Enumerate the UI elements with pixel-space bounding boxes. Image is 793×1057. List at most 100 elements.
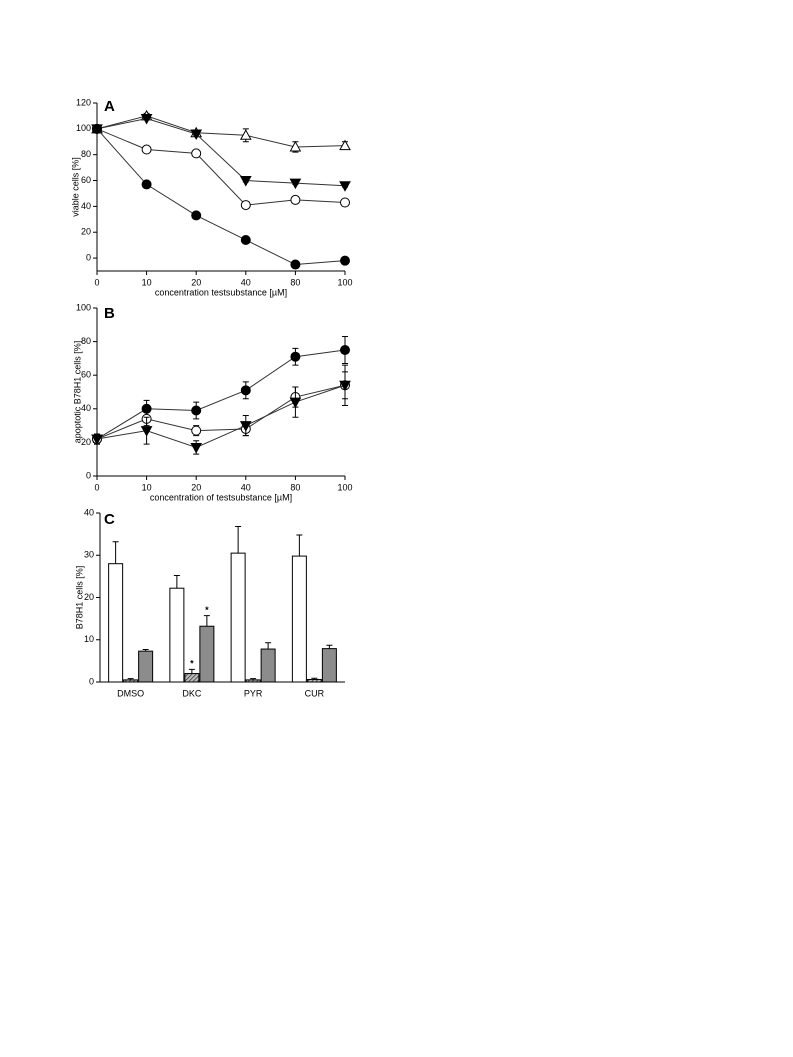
- x-tick-label: 10: [142, 277, 152, 287]
- marker: [339, 380, 351, 392]
- panel-label: A: [104, 98, 115, 115]
- marker: [190, 129, 203, 141]
- series-line: [96, 384, 346, 448]
- marker: [289, 178, 302, 190]
- error-bar: [265, 642, 272, 650]
- marker: [191, 405, 202, 416]
- bar: [199, 625, 215, 683]
- marker: [240, 200, 251, 211]
- y-tick-label: 0: [89, 676, 94, 686]
- significance-mark: *: [190, 659, 194, 669]
- series-line: [96, 384, 346, 440]
- bar: [321, 648, 337, 683]
- y-tick-label: 30: [84, 550, 94, 560]
- bar: [291, 555, 307, 683]
- y-tick-label: 60: [81, 370, 91, 380]
- error-bar: [112, 541, 119, 564]
- x-tick-label: 40: [241, 482, 251, 492]
- bar: [123, 679, 139, 683]
- y-tick-label: 80: [81, 336, 91, 346]
- error-bar: [173, 575, 180, 589]
- marker: [339, 139, 351, 151]
- y-tick-label: 0: [86, 470, 91, 480]
- y-tick-label: 100: [76, 302, 91, 312]
- bar: [260, 648, 276, 683]
- y-tick-label: 0: [86, 252, 91, 262]
- x-tick-label: 20: [191, 277, 201, 287]
- error-bar: [235, 526, 242, 554]
- marker: [140, 426, 153, 437]
- x-tick-label: CUR: [305, 688, 325, 698]
- x-tick-label: 20: [191, 482, 201, 492]
- marker: [191, 210, 202, 221]
- x-tick-label: 100: [337, 277, 352, 287]
- marker: [340, 345, 350, 355]
- marker: [340, 255, 350, 266]
- series-line: [96, 128, 346, 206]
- marker: [190, 442, 203, 454]
- y-axis-label: apoptotic B78H1 cells [%]: [72, 341, 82, 444]
- marker: [239, 421, 252, 432]
- x-tick-label: 40: [241, 277, 251, 287]
- series-line: [96, 115, 346, 148]
- marker: [290, 351, 301, 362]
- marker: [141, 179, 152, 190]
- y-tick-label: 20: [84, 592, 94, 602]
- x-tick-label: 100: [337, 482, 352, 492]
- marker: [289, 140, 302, 152]
- error-bar: [296, 534, 303, 557]
- y-axis-label: viable cells [%]: [70, 157, 80, 217]
- bar: [169, 587, 185, 683]
- marker: [339, 181, 351, 192]
- y-tick-label: 40: [81, 201, 91, 211]
- x-tick-label: 80: [290, 482, 300, 492]
- y-tick-label: 120: [76, 97, 91, 107]
- marker: [340, 197, 350, 208]
- x-axis-label: concentration testsubstance [µM]: [155, 287, 287, 297]
- x-tick-label: DKC: [182, 688, 202, 698]
- series-line: [96, 349, 346, 440]
- marker: [141, 144, 152, 155]
- significance-mark: *: [205, 605, 209, 615]
- error-bar: [203, 615, 210, 627]
- error-bar: [188, 668, 195, 674]
- bar: [184, 673, 200, 683]
- marker: [289, 397, 302, 409]
- panel-label: C: [104, 511, 115, 528]
- marker: [191, 425, 202, 436]
- y-tick-label: 10: [84, 634, 94, 644]
- y-tick-label: 20: [81, 437, 91, 447]
- bar: [108, 563, 124, 683]
- marker: [290, 259, 301, 270]
- marker: [92, 123, 102, 134]
- x-tick-label: 0: [94, 277, 99, 287]
- x-tick-label: 80: [290, 277, 300, 287]
- x-tick-label: PYR: [244, 688, 263, 698]
- y-tick-label: 100: [76, 123, 91, 133]
- bar: [245, 679, 261, 683]
- marker: [240, 385, 251, 396]
- x-tick-label: 0: [94, 482, 99, 492]
- marker: [240, 234, 251, 245]
- y-axis-label: B78H1 cells [%]: [74, 566, 84, 630]
- y-tick-label: 60: [81, 175, 91, 185]
- y-tick-label: 20: [81, 227, 91, 237]
- y-tick-label: 80: [81, 149, 91, 159]
- y-tick-label: 40: [81, 403, 91, 413]
- marker: [191, 148, 202, 159]
- error-bar: [326, 644, 333, 649]
- series-line: [96, 117, 346, 187]
- marker: [91, 434, 103, 446]
- marker: [140, 114, 153, 125]
- panel-label: B: [104, 305, 115, 322]
- x-tick-label: DMSO: [117, 688, 144, 698]
- bar: [138, 650, 154, 683]
- marker: [239, 176, 252, 187]
- series-line: [96, 128, 346, 266]
- bar: [230, 552, 246, 683]
- bar: [306, 678, 322, 683]
- y-tick-label: 40: [84, 507, 94, 517]
- marker: [239, 129, 252, 140]
